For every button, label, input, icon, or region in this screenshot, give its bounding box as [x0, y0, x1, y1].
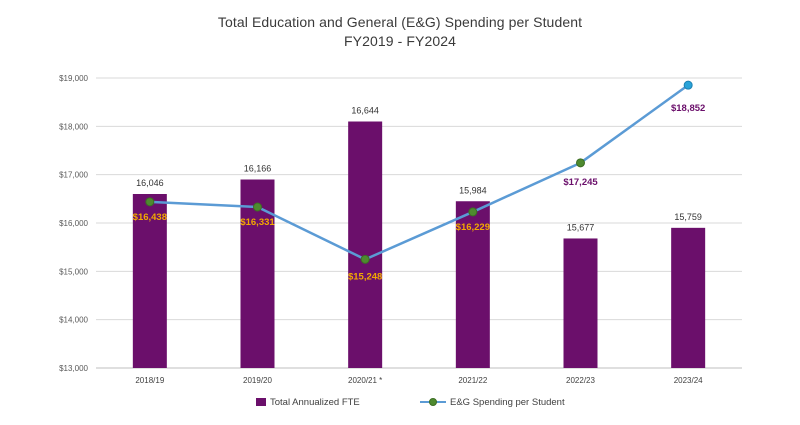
x-tick-label: 2019/20	[243, 376, 272, 385]
line-point	[468, 207, 478, 217]
line-data-label: $16,229	[456, 222, 490, 233]
x-tick-label: 2020/21 *	[348, 376, 382, 385]
line-point	[683, 80, 693, 90]
line-data-label: $18,852	[671, 103, 705, 114]
x-tick-label: 2021/22	[458, 376, 487, 385]
x-tick-label: 2022/23	[566, 376, 595, 385]
line-data-label: $17,245	[563, 177, 598, 188]
bar	[132, 194, 167, 368]
line-point	[145, 197, 155, 207]
legend-swatch-bars	[256, 398, 266, 406]
bar	[455, 201, 490, 368]
y-tick-label: $18,000	[59, 122, 88, 131]
bar	[563, 238, 598, 368]
line-series-path	[149, 84, 689, 261]
bar-data-label: 15,984	[459, 185, 487, 195]
legend-label-line: E&G Spending per Student	[450, 397, 565, 408]
x-tick-label: 2023/24	[674, 376, 703, 385]
line-point	[576, 158, 585, 168]
y-tick-label: $16,000	[59, 219, 88, 228]
line-point	[360, 254, 370, 264]
chart-title: Total Education and General (E&G) Spendi…	[217, 14, 583, 30]
bar	[671, 227, 706, 368]
bar	[348, 121, 383, 368]
y-tick-label: $14,000	[59, 316, 88, 325]
line-data-label: $15,248	[348, 271, 382, 282]
y-tick-label: $19,000	[59, 74, 88, 83]
bar-data-label: 15,759	[674, 212, 702, 222]
y-tick-label: $13,000	[59, 364, 88, 373]
bar-data-label: 15,677	[567, 222, 595, 232]
y-tick-label: $17,000	[59, 171, 88, 180]
bar-data-label: 16,644	[351, 106, 379, 116]
line-point	[253, 202, 262, 212]
legend-swatch-marker	[429, 398, 437, 406]
bar-data-label: 16,046	[136, 178, 164, 188]
bar-data-label: 16,166	[244, 164, 272, 174]
x-tick-label: 2018/19	[135, 376, 164, 385]
legend-label-bars: Total Annualized FTE	[270, 397, 360, 408]
line-data-label: $16,331	[240, 217, 275, 228]
line-data-label: $16,438	[133, 212, 167, 223]
chart-subtitle: FY2019 - FY2024	[343, 33, 456, 49]
footnote	[52, 420, 792, 424]
y-tick-label: $15,000	[59, 267, 88, 276]
